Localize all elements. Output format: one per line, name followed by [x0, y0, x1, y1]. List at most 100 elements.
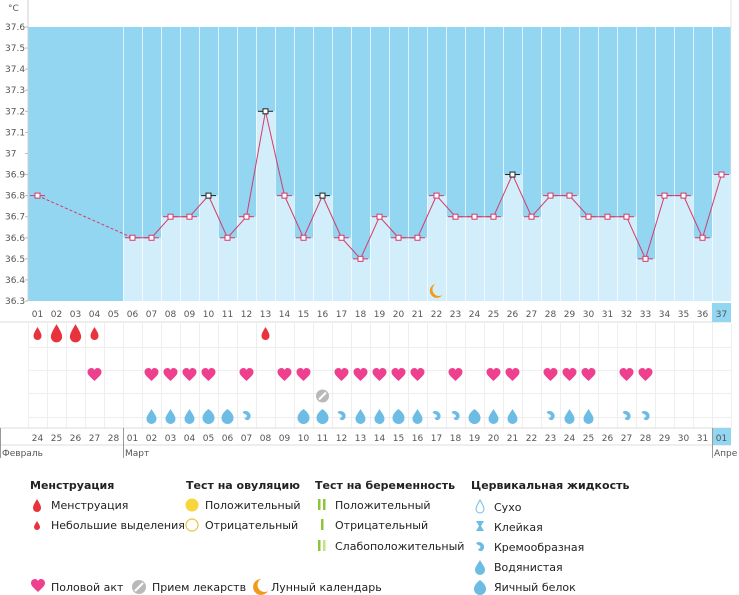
cervical-fluid-creamy-icon	[337, 410, 346, 421]
date-label: 31	[697, 434, 708, 444]
temperature-point	[452, 213, 459, 220]
cervical-fluid-watery-icon	[165, 409, 176, 424]
intercourse-heart-icon	[277, 368, 292, 381]
intercourse-heart-icon	[619, 368, 634, 381]
temperature-bar	[484, 216, 503, 301]
cycle-day-label: 24	[469, 310, 481, 320]
temperature-point	[471, 213, 478, 220]
date-label: 30	[678, 434, 690, 444]
temperature-segment	[265, 111, 285, 196]
legend-fluid-creamy-label: Кремообразная	[494, 541, 584, 554]
legend-title-ovulation: Тест на овуляцию	[186, 479, 300, 492]
temperature-bar	[503, 174, 522, 301]
cervical-fluid-watery-icon	[374, 409, 385, 424]
cycle-day-label: 32	[621, 310, 632, 320]
date-label: 05	[203, 434, 214, 444]
cervical-fluid-creamy-icon	[432, 410, 441, 421]
temperature-point	[661, 192, 668, 199]
temperature-segment	[284, 195, 304, 238]
temperature-point	[262, 108, 269, 115]
symptom-rows	[28, 323, 732, 428]
cervical-fluid-creamy-icon	[451, 410, 460, 421]
temperature-segment	[341, 237, 361, 260]
temperature-point	[680, 192, 687, 199]
ovulation-positive-icon	[185, 498, 199, 512]
cycle-day-label: 35	[678, 310, 689, 320]
temperature-point	[319, 192, 326, 199]
cycle-day-label: 07	[146, 310, 157, 320]
cycle-day-label: 26	[507, 310, 519, 320]
date-label: 04	[184, 434, 196, 444]
month-label: Апре	[714, 449, 738, 459]
medication-icon-stroke	[318, 391, 327, 401]
date-row: 24 25 26 27 28 01 02 03 04 05 06 07 08 09 10 11 12 13 14 15…	[0, 427, 731, 446]
fluid-sticky-icon	[476, 521, 484, 531]
temperature-point	[395, 234, 402, 241]
cycle-day-label: 28	[545, 310, 557, 320]
cycle-day-label: 34	[659, 310, 671, 320]
intercourse-heart-icon	[562, 368, 577, 381]
date-label: 07	[241, 434, 252, 444]
temperature-point	[490, 213, 497, 220]
y-tick-label: 37.5	[5, 44, 25, 54]
intercourse-heart-icon	[372, 368, 387, 381]
intercourse-heart-icon	[31, 579, 45, 592]
temperature-bar	[294, 237, 313, 301]
intercourse-heart-icon	[543, 368, 558, 381]
temperature-segment	[379, 216, 399, 239]
cervical-fluid-egg-white-icon	[316, 409, 329, 425]
menstruation-drop-icon	[90, 327, 99, 340]
intercourse-heart-icon	[410, 368, 425, 381]
temperature-segment	[702, 174, 722, 238]
ovulation-negative-icon	[185, 518, 199, 532]
legend-fluid-dry-label: Сухо	[494, 501, 522, 514]
legend-fluid-sticky-label: Клейкая	[494, 521, 543, 534]
temperature-bar	[313, 195, 332, 301]
date-label: 14	[374, 434, 386, 444]
y-tick-label: 37.1	[5, 128, 25, 138]
month-labels: Февраль Март Апре	[0, 428, 738, 459]
temperature-segment	[37, 195, 133, 239]
temperature-bar	[161, 216, 180, 301]
date-label: 27	[621, 434, 632, 444]
month-label: Февраль	[2, 449, 43, 459]
date-label: 21	[507, 434, 518, 444]
temperature-point	[243, 213, 250, 220]
temperature-point	[186, 213, 193, 220]
legend: Менструация Менструация Небольшие выделе…	[30, 479, 629, 595]
temperature-point	[604, 213, 611, 220]
temperature-segment	[683, 195, 703, 238]
cycle-day-label: 25	[488, 310, 499, 320]
legend-pregnancy-negative-label: Отрицательный	[335, 519, 428, 532]
cervical-fluid-watery-icon	[583, 409, 594, 424]
temperature-bar	[617, 216, 636, 301]
temperature-bar	[446, 216, 465, 301]
cervical-fluid-creamy-icon	[641, 410, 650, 421]
temperature-point	[205, 192, 212, 199]
cycle-day-label: 13	[260, 310, 271, 320]
temperature-point	[566, 192, 573, 199]
fluid-creamy-icon	[476, 541, 485, 552]
fluid-watery-icon	[475, 560, 485, 575]
month-label: Март	[125, 449, 149, 459]
temperature-point	[338, 234, 345, 241]
temperature-segment	[151, 216, 171, 239]
date-label: 08	[260, 434, 272, 444]
temperature-point	[34, 192, 41, 199]
intercourse-heart-icon	[581, 368, 596, 381]
temperature-point	[718, 171, 725, 178]
current-day-highlight	[712, 303, 731, 322]
temperature-segment	[303, 195, 323, 238]
date-label: 03	[165, 434, 176, 444]
legend-medication-label: Прием лекарств	[152, 581, 246, 594]
today-date-highlight	[712, 428, 731, 445]
y-tick-label: 36.3	[5, 297, 25, 307]
pregnancy-negative-icon	[321, 519, 324, 530]
cycle-day-label: 16	[317, 310, 329, 320]
moon-icon	[253, 579, 268, 595]
fluid-dry-icon	[475, 499, 485, 514]
date-label: 09	[279, 434, 291, 444]
cervical-fluid-creamy-icon	[242, 410, 251, 421]
temperature-bar	[655, 195, 674, 301]
temperature-point	[357, 255, 364, 262]
